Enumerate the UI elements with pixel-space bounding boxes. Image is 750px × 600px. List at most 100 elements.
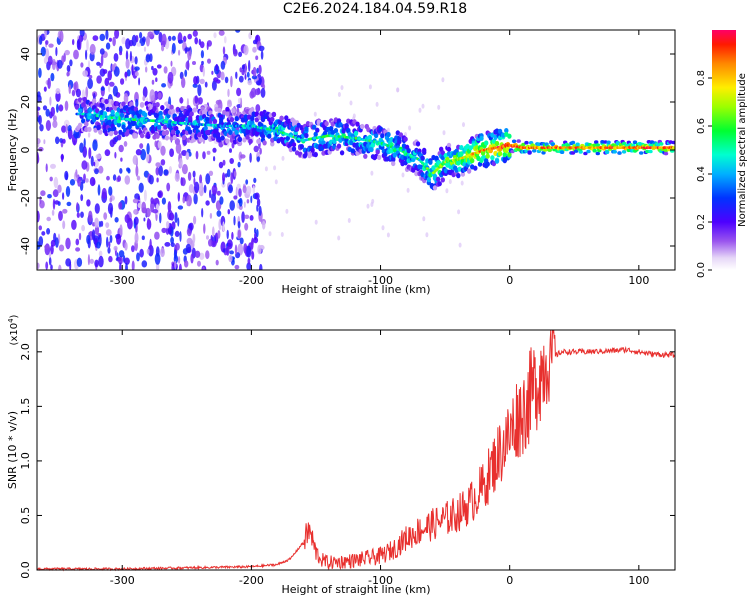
spectrogram-noise-cell [135,165,139,177]
spectrogram-noise-cell [233,195,238,200]
colorbar-tick-label: 0.0 [696,262,707,278]
spectrogram-noise-cell [246,71,250,78]
spectrogram-ridge-cell [192,107,197,113]
spectrogram-noise-cell [262,220,266,230]
spectrogram-noise-cell [43,86,47,92]
spectrogram-noise-cell [179,97,184,104]
spectrogram-x-tick-label: -100 [368,274,393,287]
spectrogram-noise-cell [207,58,211,64]
spectrogram-noise-cell [252,66,257,77]
spectrogram-noise-cell [170,212,175,221]
spectrogram-noise-cell [76,212,80,218]
spectrogram-noise-cell [97,184,101,196]
spectrogram-noise-cell [249,152,252,163]
spectrogram-noise-cell [51,58,57,71]
spectrogram-noise-cell [227,100,232,108]
spectrogram-noise-cell [87,254,90,266]
spectrogram-ridge-cell [547,148,552,152]
spectrogram-noise-cell [118,144,124,153]
spectrogram-noise-cell [178,256,181,264]
spectrogram-ridge-cell [575,142,580,147]
spectrogram-noise-cell [134,56,138,65]
spectrogram-ridge-cell [386,131,391,138]
spectrogram-noise-cell [246,185,252,195]
spectrogram-noise-cell [249,215,254,221]
spectrogram-noise-cell [218,30,225,36]
spectrogram-noise-cell [145,35,150,47]
spectrogram-noise-cell [147,244,154,257]
spectrogram-noise-cell [147,31,154,38]
spectrogram-noise-cell [109,235,113,243]
spectrogram-noise-cell [137,202,142,208]
spectrogram-noise-cell [102,69,108,74]
spectrogram-noise-cell [146,143,150,155]
spectrogram-noise-cell [83,138,86,148]
spectrogram-noise-cell [153,30,160,36]
spectrogram-ridge-cell [256,138,261,144]
spectrogram-ridge-cell [349,140,354,146]
spectrogram-noise-cell [229,250,235,255]
spectrogram-noise-cell [247,257,251,265]
spectrogram-noise-cell [143,217,146,222]
spectrogram-ridge-cell [81,118,86,124]
snr-frame [36,329,676,571]
spectrogram-noise-cell [194,181,200,194]
spectrogram-noise-cell [55,88,61,95]
spectrogram-ridge-cell [595,151,600,156]
spectrogram-noise-cell [88,210,93,223]
spectrogram-noise-cell [199,174,203,184]
spectrogram-ridge-cell [248,138,253,144]
spectrogram-noise-cell [233,48,238,57]
spectrogram-noise-cell [41,231,46,236]
spectrogram-ridge-cell [507,133,512,139]
spectrogram-noise-cell [119,51,123,56]
spectrogram-noise-cell [88,74,93,79]
spectrogram-noise-cell [222,221,225,232]
spectrogram-noise-cell [222,159,226,166]
spectrogram-noise-cell [59,138,64,143]
snr-y-tick-label: 1.5 [19,398,32,416]
spectrogram-noise-cell [174,230,180,237]
spectrogram-noise-cell [104,77,110,87]
spectrogram-noise-cell [87,78,93,90]
spectrogram-noise-cell [259,263,263,270]
spectrogram-ridge-cell [578,150,583,154]
spectrogram-noise-cell [53,115,57,122]
spectrogram-noise-cell [171,35,176,41]
spectrogram-noise-cell [139,248,144,258]
spectrogram-noise-cell [75,238,80,246]
spectrogram-noise-cell [219,196,224,205]
spectrogram-noise-cell [58,210,63,221]
spectrogram-ridge-cell [521,142,526,147]
spectrogram-ridge-cell [267,133,272,139]
spectrogram-noise-cell [99,33,106,42]
spectrogram-noise-cell [75,247,81,252]
spectrogram-ridge-cell [262,140,267,146]
spectrogram-noise-cell [215,99,222,105]
spectrogram-noise-cell [98,255,104,268]
spectrogram-ridge-cell [592,148,597,153]
spectrogram-ridge-cell [155,133,160,139]
spectrogram-noise-cell [175,142,182,154]
spectrogram-noise-cell [98,250,103,257]
spectrogram-noise-cell [386,232,390,238]
spectrogram-noise-cell [211,80,217,91]
spectrogram-ridge-cell [645,149,650,154]
spectrogram-noise-cell [253,177,257,183]
spectrogram-ridge-cell [422,147,427,153]
spectrogram-noise-cell [192,30,198,37]
spectrogram-ridge-cell [504,128,509,134]
spectrogram-noise-cell [100,220,104,227]
spectrogram-ridge-cell [234,129,239,135]
spectrogram-noise-cell [160,145,166,156]
spectrogram-noise-cell [178,263,182,270]
spectrogram-noise-cell [113,66,120,77]
colorbar-tick-label: 0.8 [696,70,707,86]
spectrogram-noise-cell [216,190,221,196]
spectrogram-noise-cell [406,187,410,193]
spectrogram-noise-cell [58,264,62,270]
spectrogram-noise-cell [215,259,219,266]
spectrogram-noise-cell [45,40,49,45]
spectrogram-noise-cell [50,239,56,247]
spectrogram-ridge-cell [355,121,360,127]
